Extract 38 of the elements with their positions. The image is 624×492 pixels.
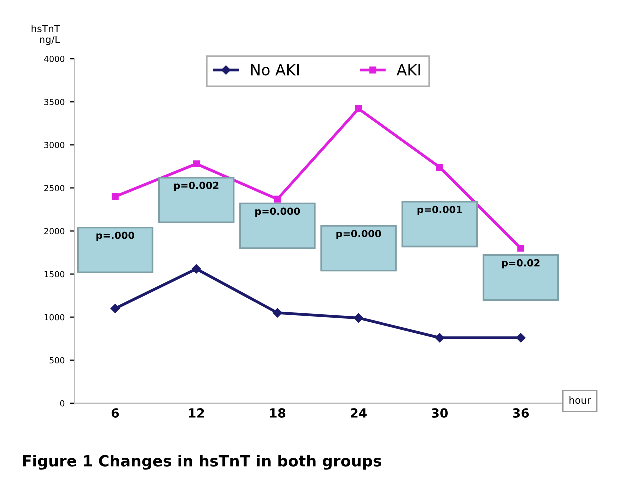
point	[436, 164, 444, 171]
y-axis-title: hsTnT ng/L	[32, 24, 60, 46]
point	[516, 333, 526, 343]
x-tick-label: 24	[351, 408, 367, 418]
y-tick-label: 1000	[44, 314, 65, 321]
point	[518, 244, 525, 252]
x-tick-label: 30	[432, 408, 448, 418]
y-tick-label: 1500	[44, 271, 65, 278]
annotation: p=0.02	[502, 259, 540, 269]
point	[273, 308, 282, 318]
y-tick-label: 2000	[44, 228, 65, 235]
y-tick-label: 2500	[44, 185, 65, 192]
point	[355, 106, 362, 112]
y-tick-label: 4000	[44, 56, 65, 62]
point	[354, 314, 364, 323]
x-tick-label: 36	[513, 408, 530, 418]
annotation: p=0.001	[418, 206, 462, 216]
y-tick-label: 3500	[44, 99, 65, 106]
annotation: p=0.000	[336, 230, 382, 240]
x-tick-label: 12	[189, 408, 204, 418]
y-tick-label: 500	[50, 357, 65, 364]
text: Figure 1 Changes in hsTnT in both groups	[23, 455, 382, 470]
x-tick-label: 6	[112, 408, 120, 418]
point	[435, 333, 445, 343]
annotation: p=0.002	[174, 182, 219, 192]
legend-label: No AKI	[251, 64, 299, 76]
y-tick-label: 0	[60, 400, 65, 407]
x-axis-title: hour	[570, 396, 592, 404]
point	[192, 264, 202, 274]
point	[193, 160, 200, 168]
x-tick-label: 18	[270, 408, 286, 418]
point	[274, 196, 282, 203]
annotation: p=0.000	[256, 208, 300, 218]
y-tick-label: 3000	[44, 142, 65, 148]
point	[110, 304, 120, 314]
legend-label: AKI	[396, 64, 420, 76]
point	[112, 193, 119, 200]
annotation: p=.000	[96, 232, 135, 242]
